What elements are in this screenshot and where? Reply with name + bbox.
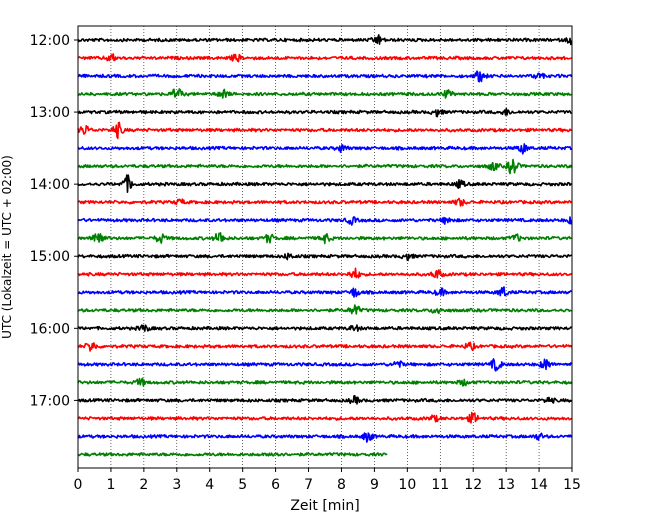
x-axis-title: Zeit [min] bbox=[290, 498, 359, 514]
y-tick-label: 16:00 bbox=[30, 321, 70, 337]
x-tick-label: 5 bbox=[238, 477, 247, 493]
x-tick-label: 7 bbox=[304, 477, 313, 493]
seismic-trace bbox=[77, 232, 572, 245]
seismic-trace bbox=[77, 53, 572, 63]
x-tick-label: 11 bbox=[431, 477, 449, 493]
x-tick-label: 6 bbox=[271, 477, 280, 493]
seismic-trace bbox=[77, 143, 573, 155]
x-tick-label: 15 bbox=[563, 477, 581, 493]
seismic-trace bbox=[77, 411, 573, 424]
seismic-trace bbox=[77, 70, 573, 83]
seismic-trace bbox=[78, 107, 572, 118]
y-tick-label: 13:00 bbox=[30, 105, 70, 121]
y-tick-label: 15:00 bbox=[30, 249, 70, 265]
seismic-trace bbox=[77, 324, 573, 333]
x-tick-label: 3 bbox=[172, 477, 181, 493]
y-axis-title: UTC (Lokalzeit = UTC + 02:00) bbox=[0, 155, 14, 339]
seismic-trace bbox=[77, 341, 573, 352]
seismic-trace bbox=[77, 252, 572, 262]
plot-background bbox=[78, 26, 572, 468]
plot-frame bbox=[77, 25, 573, 469]
y-tick-label: 17:00 bbox=[30, 393, 70, 409]
x-tick-label: 4 bbox=[205, 477, 214, 493]
x-tick-label: 10 bbox=[398, 477, 416, 493]
x-tick-label: 8 bbox=[337, 477, 346, 493]
x-tick-label: 14 bbox=[530, 477, 548, 493]
seismic-trace bbox=[77, 216, 573, 226]
seismic-trace bbox=[77, 158, 573, 175]
x-axis: 0 1 2 3 4 5 6 7 8 9 10 11 12 13 14 15 bbox=[74, 468, 581, 493]
seismic-trace bbox=[77, 432, 573, 443]
trace-group bbox=[77, 34, 573, 457]
seismic-trace bbox=[77, 121, 572, 140]
x-tick-label: 13 bbox=[497, 477, 515, 493]
y-axis: 12:00 13:00 14:00 15:00 16:00 17:00 bbox=[30, 33, 78, 409]
seismic-trace bbox=[77, 358, 573, 372]
seismic-trace bbox=[77, 34, 573, 46]
x-tick-label: 2 bbox=[139, 477, 148, 493]
seismic-trace bbox=[77, 394, 573, 405]
y-tick-label: 12:00 bbox=[30, 33, 70, 49]
x-tick-label: 12 bbox=[464, 477, 482, 493]
y-tick-label: 14:00 bbox=[30, 177, 70, 193]
seismic-trace bbox=[77, 88, 572, 99]
seismic-trace bbox=[77, 451, 388, 457]
seismic-trace bbox=[77, 377, 573, 387]
x-tick-label: 0 bbox=[74, 477, 83, 493]
seismic-trace bbox=[77, 267, 573, 279]
seismic-trace bbox=[77, 174, 573, 193]
seismic-trace bbox=[77, 304, 572, 315]
x-tick-label: 1 bbox=[106, 477, 115, 493]
seismic-trace bbox=[77, 197, 573, 207]
seismic-trace bbox=[77, 286, 573, 298]
x-tick-label: 9 bbox=[370, 477, 379, 493]
